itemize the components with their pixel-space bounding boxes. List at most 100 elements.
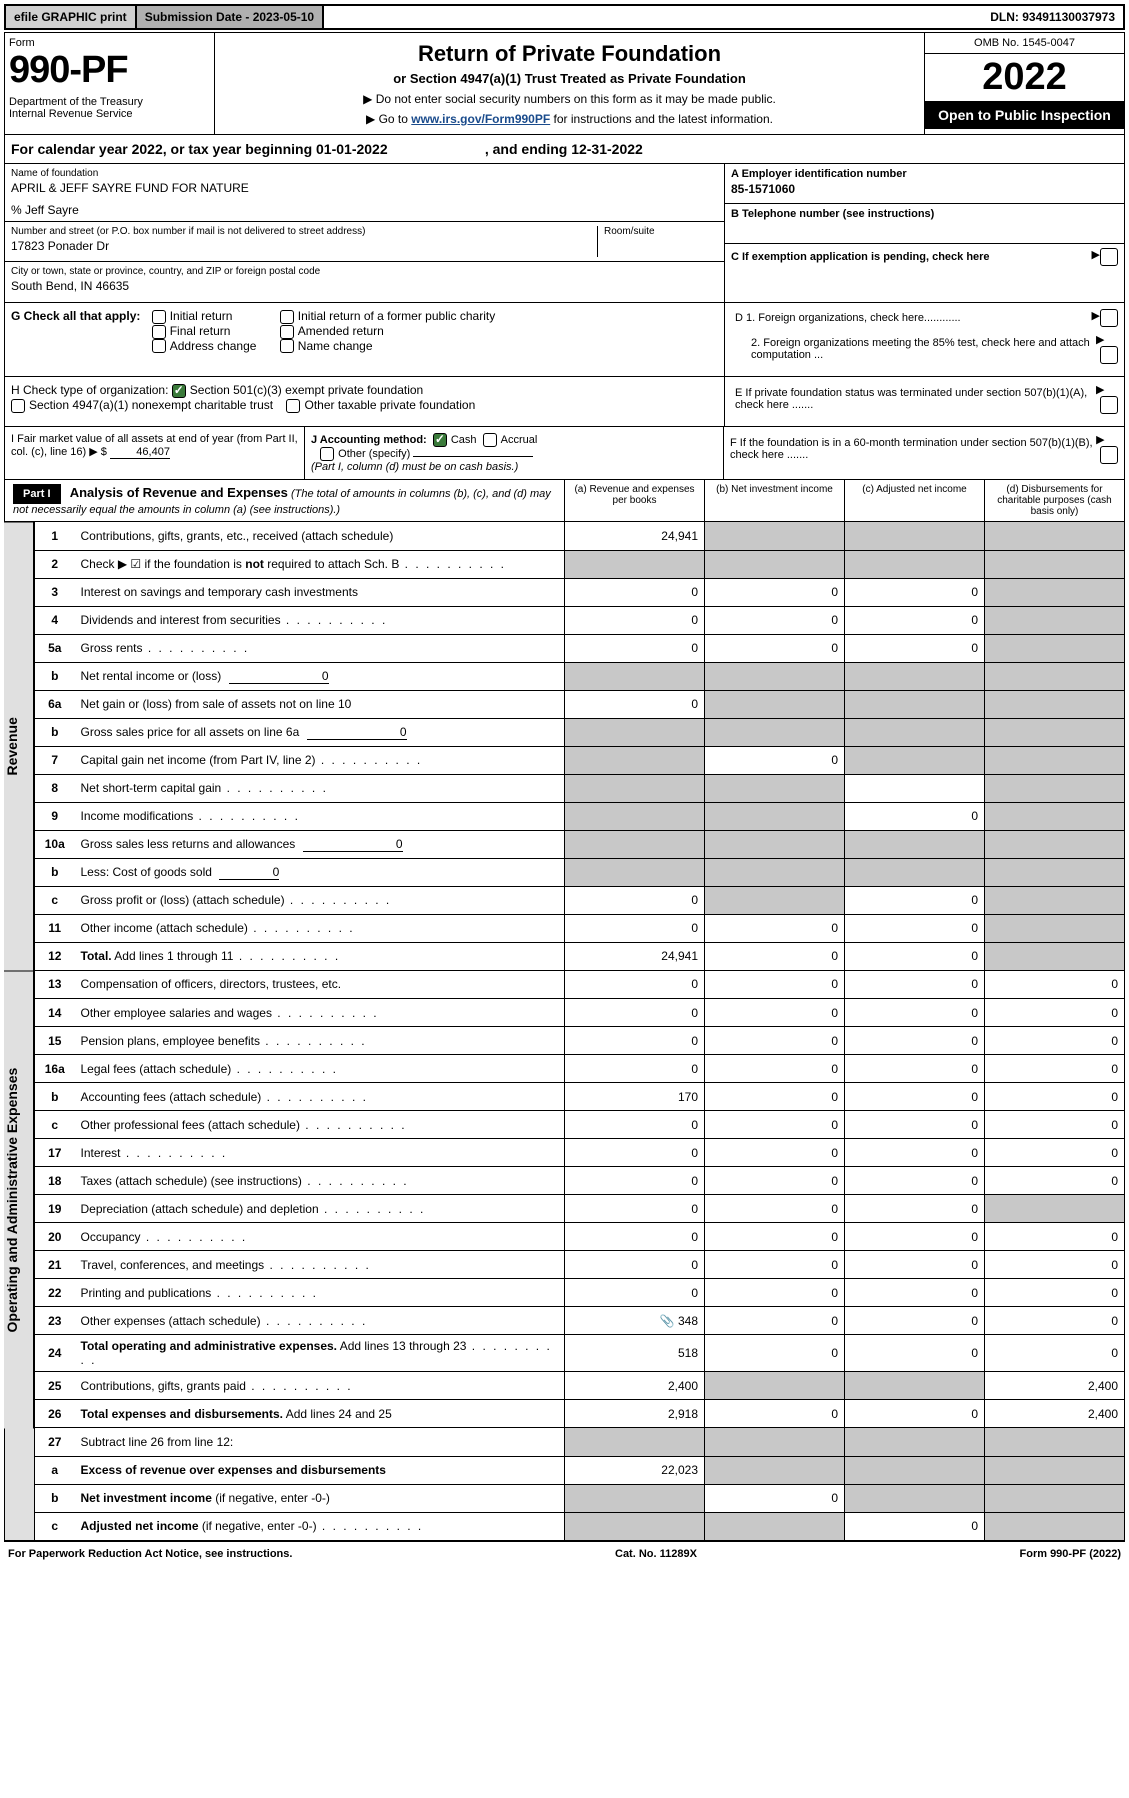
col-a-val <box>565 774 705 802</box>
topbar: efile GRAPHIC print Submission Date - 20… <box>4 4 1125 30</box>
col-b-val: 0 <box>705 971 845 999</box>
part1-header: Part I Analysis of Revenue and Expenses … <box>4 480 1125 522</box>
col-c-val: 0 <box>845 1335 985 1372</box>
final-table: 27 Subtract line 26 from line 12: a Exce… <box>34 1428 1125 1541</box>
col-d-val: 0 <box>985 1111 1125 1139</box>
col-c-val: 0 <box>845 1195 985 1223</box>
h-other-checkbox[interactable] <box>286 399 300 413</box>
g-initial-former-checkbox[interactable] <box>280 310 294 324</box>
j-cash-checkbox[interactable] <box>433 433 447 447</box>
e-checkbox[interactable] <box>1100 396 1118 414</box>
col-c-val: 0 <box>845 1167 985 1195</box>
col-d-val <box>985 1456 1125 1484</box>
instr-link[interactable]: www.irs.gov/Form990PF <box>411 112 550 126</box>
footer: For Paperwork Reduction Act Notice, see … <box>4 1541 1125 1566</box>
room-label: Room/suite <box>604 226 718 237</box>
col-d-val <box>985 718 1125 746</box>
g-name-checkbox[interactable] <box>280 339 294 353</box>
f-checkbox[interactable] <box>1100 446 1118 464</box>
row-desc: Accounting fees (attach schedule) <box>75 1083 565 1111</box>
table-row: 7 Capital gain net income (from Part IV,… <box>35 746 1125 774</box>
row-num: a <box>35 1456 75 1484</box>
col-b-val: 0 <box>705 999 845 1027</box>
row-num: c <box>35 886 75 914</box>
col-b-val: 0 <box>705 1195 845 1223</box>
ein-label: A Employer identification number <box>731 168 1118 180</box>
j-note: (Part I, column (d) must be on cash basi… <box>311 461 518 473</box>
c-checkbox[interactable] <box>1100 248 1118 266</box>
d2-checkbox[interactable] <box>1100 346 1118 364</box>
col-a-val <box>565 830 705 858</box>
table-row: 6a Net gain or (loss) from sale of asset… <box>35 690 1125 718</box>
row-num: 25 <box>35 1372 75 1400</box>
col-d-head: (d) Disbursements for charitable purpose… <box>984 480 1124 521</box>
city-label: City or town, state or province, country… <box>11 266 718 277</box>
col-b-val: 0 <box>705 914 845 942</box>
col-d-val <box>985 1195 1125 1223</box>
col-b-val: 0 <box>705 634 845 662</box>
row-desc: Other professional fees (attach schedule… <box>75 1111 565 1139</box>
form-header: Form 990-PF Department of the Treasury I… <box>4 32 1125 135</box>
table-row: 15 Pension plans, employee benefits 0 0 … <box>35 1027 1125 1055</box>
j-other-checkbox[interactable] <box>320 447 334 461</box>
info-grid: Name of foundation APRIL & JEFF SAYRE FU… <box>4 164 1125 303</box>
form-title: Return of Private Foundation <box>223 41 916 67</box>
row-desc: Net investment income (if negative, ente… <box>75 1484 565 1512</box>
g-amended-checkbox[interactable] <box>280 325 294 339</box>
col-b-val: 0 <box>705 1111 845 1139</box>
row-desc: Taxes (attach schedule) (see instruction… <box>75 1167 565 1195</box>
col-c-val: 0 <box>845 914 985 942</box>
col-a-val <box>565 662 705 690</box>
table-row: 12 Total. Add lines 1 through 11 24,941 … <box>35 942 1125 970</box>
row-desc: Total expenses and disbursements. Add li… <box>75 1400 565 1428</box>
row-desc: Adjusted net income (if negative, enter … <box>75 1512 565 1540</box>
row-num: c <box>35 1111 75 1139</box>
foundation-name: APRIL & JEFF SAYRE FUND FOR NATURE <box>11 181 718 195</box>
form-subtitle: or Section 4947(a)(1) Trust Treated as P… <box>223 71 916 86</box>
row-desc: Pension plans, employee benefits <box>75 1027 565 1055</box>
row-num: 13 <box>35 971 75 999</box>
row-desc: Gross profit or (loss) (attach schedule) <box>75 886 565 914</box>
table-row: b Less: Cost of goods sold 0 <box>35 858 1125 886</box>
col-a-val: 0 <box>565 1111 705 1139</box>
table-row: 1 Contributions, gifts, grants, etc., re… <box>35 522 1125 550</box>
row-desc: Net gain or (loss) from sale of assets n… <box>75 690 565 718</box>
f-label: F If the foundation is in a 60-month ter… <box>730 437 1096 461</box>
col-c-val: 0 <box>845 1223 985 1251</box>
col-b-val: 0 <box>705 1484 845 1512</box>
j-accrual-checkbox[interactable] <box>483 433 497 447</box>
row-desc: Interest on savings and temporary cash i… <box>75 578 565 606</box>
col-d-val: 0 <box>985 1083 1125 1111</box>
col-d-val <box>985 1484 1125 1512</box>
col-b-val: 0 <box>705 1223 845 1251</box>
table-row: 27 Subtract line 26 from line 12: <box>35 1428 1125 1456</box>
g-address-checkbox[interactable] <box>152 339 166 353</box>
row-num: 5a <box>35 634 75 662</box>
d1-checkbox[interactable] <box>1100 309 1118 327</box>
g-initial-checkbox[interactable] <box>152 310 166 324</box>
row-num: 17 <box>35 1139 75 1167</box>
h-501c3-checkbox[interactable] <box>172 384 186 398</box>
col-a-val: 518 <box>565 1335 705 1372</box>
g-final-checkbox[interactable] <box>152 325 166 339</box>
col-c-val <box>845 1428 985 1456</box>
row-desc: Capital gain net income (from Part IV, l… <box>75 746 565 774</box>
col-c-val <box>845 522 985 550</box>
row-num: 19 <box>35 1195 75 1223</box>
table-row: 23 Other expenses (attach schedule) 📎 34… <box>35 1307 1125 1335</box>
col-a-val: 0 <box>565 606 705 634</box>
row-desc: Excess of revenue over expenses and disb… <box>75 1456 565 1484</box>
col-a-val <box>565 1484 705 1512</box>
h-4947-checkbox[interactable] <box>11 399 25 413</box>
col-a-val: 24,941 <box>565 942 705 970</box>
col-c-val: 0 <box>845 578 985 606</box>
ein-val: 85-1571060 <box>731 182 1118 196</box>
table-row: 13 Compensation of officers, directors, … <box>35 971 1125 999</box>
g-section: G Check all that apply: Initial return F… <box>4 303 1125 377</box>
row-num: 2 <box>35 550 75 578</box>
row-desc: Gross sales less returns and allowances … <box>75 830 565 858</box>
col-a-val: 📎 348 <box>565 1307 705 1335</box>
col-c-val: 0 <box>845 999 985 1027</box>
col-d-val: 0 <box>985 1279 1125 1307</box>
row-desc: Total operating and administrative expen… <box>75 1335 565 1372</box>
